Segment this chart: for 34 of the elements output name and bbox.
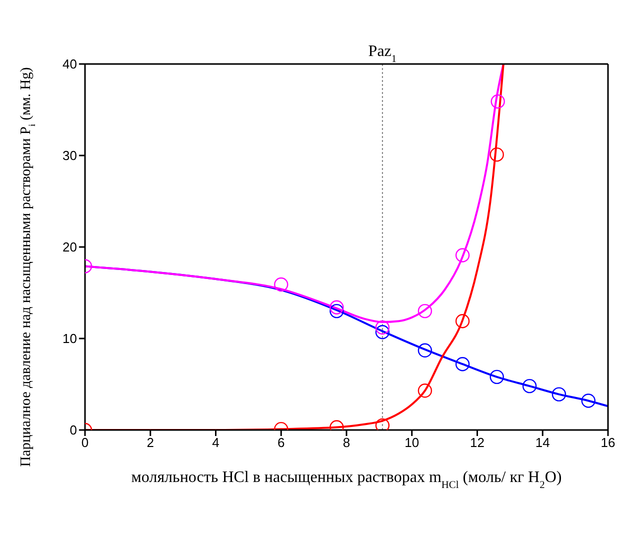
point	[490, 147, 504, 162]
point	[274, 277, 288, 292]
x-tick-label: 14	[535, 435, 550, 450]
point	[375, 324, 390, 340]
x-tick-label: 4	[212, 435, 220, 450]
y-tick-label: 10	[62, 331, 77, 346]
point	[418, 304, 432, 318]
point	[490, 370, 504, 384]
y-tick-label: 20	[62, 240, 77, 255]
point	[455, 357, 470, 372]
point	[455, 314, 470, 328]
x-tick-label: 10	[404, 435, 420, 450]
y-tick-label: 0	[70, 422, 77, 438]
point	[581, 394, 596, 408]
point	[455, 248, 470, 262]
point	[522, 378, 537, 394]
y-tick-label: 30	[62, 148, 77, 164]
y-tick-label: 40	[62, 56, 77, 72]
x-tick-label: 16	[600, 435, 616, 450]
x-tick-label: 6	[278, 435, 285, 450]
point	[375, 418, 390, 430]
x-axis-title: моляльность HCl в насыщенных растворах m$_{HCl}$ (моль/ кг H$_{2}$O)	[131, 469, 562, 490]
point	[375, 320, 390, 335]
point	[330, 300, 344, 314]
ref-line-label: Paz$_{1}$	[368, 43, 397, 64]
x-tick-label: 0	[81, 435, 89, 450]
point	[330, 304, 344, 318]
point	[490, 94, 505, 109]
point	[418, 343, 432, 358]
x-tick-label: 2	[146, 435, 154, 450]
x-tick-label: 8	[342, 435, 350, 450]
point	[552, 387, 566, 402]
x-tick-label: 12	[470, 435, 484, 450]
point	[418, 384, 432, 398]
